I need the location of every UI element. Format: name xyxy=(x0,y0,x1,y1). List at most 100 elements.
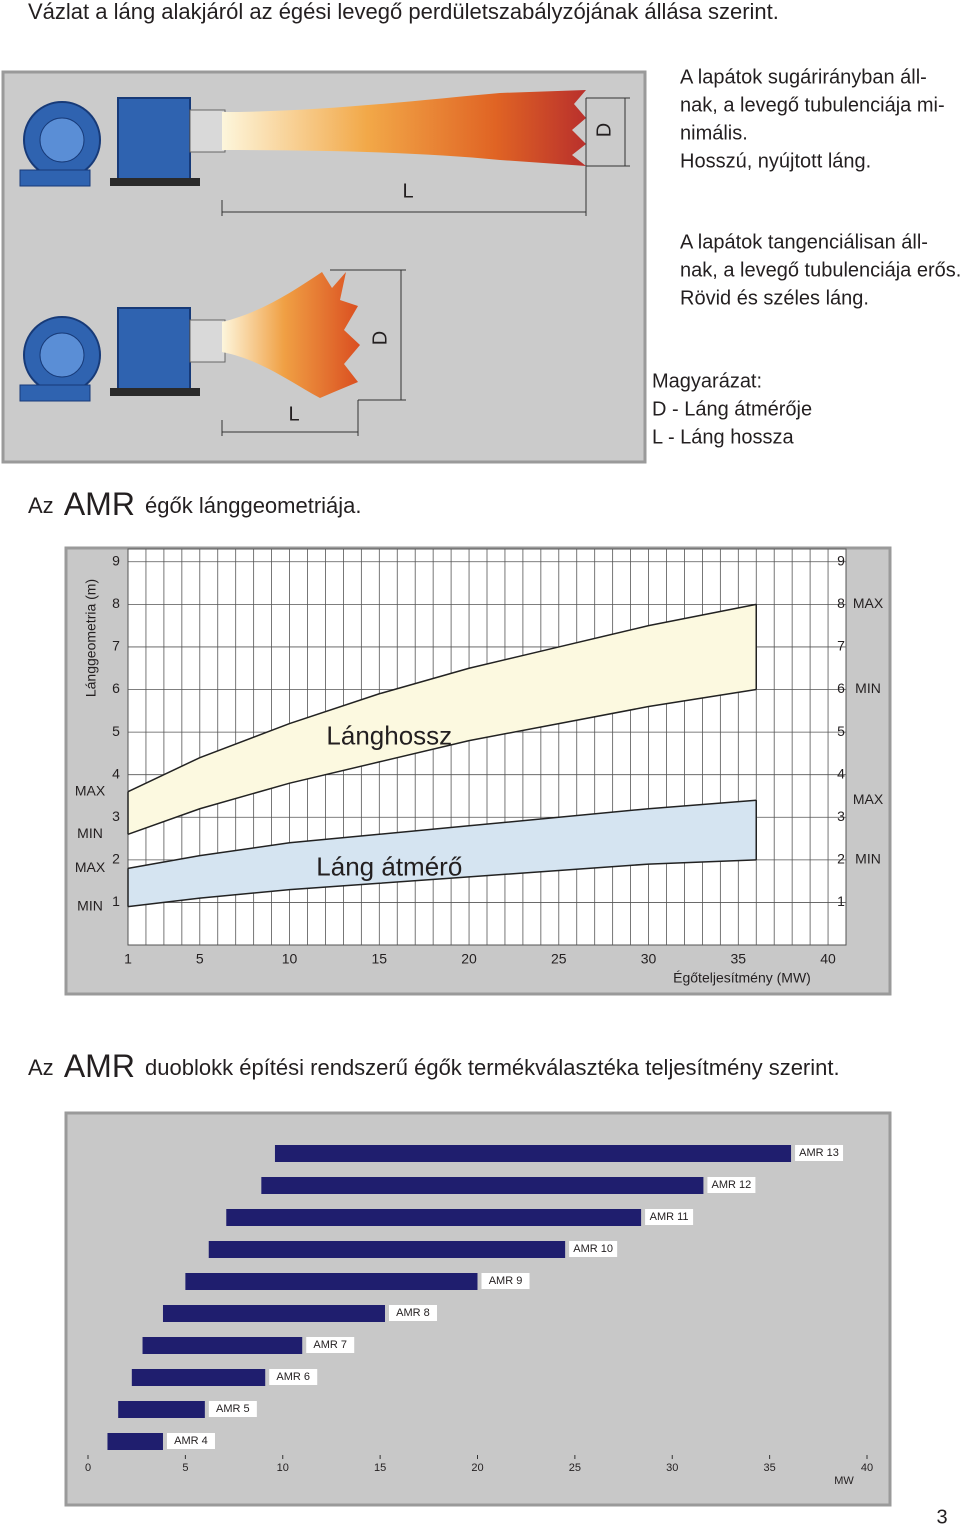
flame-geometry-chart: 1 12 23 34 45 56 67 78 89 91 5 10 15 20 25 30 35 40Égőtel… xyxy=(75,548,884,986)
bar-label-box xyxy=(569,1241,618,1257)
y-tick-label: 5 xyxy=(837,723,845,739)
page-number: 3 xyxy=(936,1506,947,1528)
y-tick-label: 8 xyxy=(112,595,120,611)
text-line: A lapátok sugárirányban áll- xyxy=(680,66,927,88)
burner-short xyxy=(19,269,406,436)
end-label: MIN xyxy=(855,680,881,696)
bar xyxy=(274,1145,792,1162)
product-range-chart: 0 5 10 15 20 25 30 35 40 MW AMR 13 AMR 12 AMR 11 AMR … xyxy=(85,1145,873,1487)
section-heading: Az AMR égők lánggeometriája. xyxy=(28,486,362,522)
x-axis-label: Égőteljesítmény (MW) xyxy=(673,970,811,986)
y-tick-label: 2 xyxy=(112,851,120,867)
x-tick-label: 40 xyxy=(861,1462,873,1474)
y-tick-label: 7 xyxy=(112,638,120,654)
bar-label-box xyxy=(166,1433,215,1449)
y-tick-label: 1 xyxy=(112,893,120,909)
band-label: Láng átmérő xyxy=(316,852,462,882)
x-tick-label: 25 xyxy=(551,951,567,967)
end-label: MIN xyxy=(855,851,881,867)
heading-brand: AMR xyxy=(64,1048,135,1084)
page-title: Vázlat a láng alakjáról az égési levegő … xyxy=(28,0,779,24)
text-line: A lapátok tangenciálisan áll- xyxy=(680,231,928,253)
y-tick-label: 1 xyxy=(837,893,845,909)
bar-label-box xyxy=(707,1177,756,1193)
y-tick-label: 4 xyxy=(112,765,120,781)
bar xyxy=(142,1337,303,1354)
y-tick-label: 5 xyxy=(112,723,120,739)
x-tick-label: 1 xyxy=(124,951,132,967)
band-fill xyxy=(128,604,757,835)
y-tick-label: 6 xyxy=(837,680,845,696)
bar-label-box xyxy=(481,1273,530,1289)
y-tick-label: 2 xyxy=(837,851,845,867)
y-axis-label: Lánggeometria (m) xyxy=(83,579,99,697)
y-tick-label: 3 xyxy=(112,808,120,824)
end-label: MAX xyxy=(75,859,106,875)
text-line: Rövid és széles láng. xyxy=(680,287,869,309)
x-tick-label: 35 xyxy=(731,951,747,967)
bar-label-box xyxy=(795,1145,844,1161)
diameter-label: D xyxy=(593,123,615,137)
bar xyxy=(118,1401,205,1418)
band-label: Lánghossz xyxy=(326,721,452,751)
band-edge xyxy=(127,859,757,908)
text-line: Magyarázat: xyxy=(652,370,762,392)
end-label: MAX xyxy=(75,782,106,798)
band-edge xyxy=(127,799,757,870)
length-label: L xyxy=(402,180,413,202)
x-tick-label: 5 xyxy=(196,951,204,967)
x-axis-label: MW xyxy=(834,1475,854,1487)
y-tick-label: 8 xyxy=(837,595,845,611)
legend-text: Magyarázat: D - Láng átmérője L - Láng hos… xyxy=(652,370,812,448)
text-line: D - Láng átmérője xyxy=(652,398,812,420)
bar-label-box xyxy=(388,1305,437,1321)
end-label: MAX xyxy=(853,791,884,807)
x-tick-label: 30 xyxy=(641,951,657,967)
x-tick-label: 20 xyxy=(471,1462,483,1474)
bar-label-box xyxy=(208,1401,257,1417)
heading-text: duoblokk építési rendszerű égők termékvá… xyxy=(145,1055,840,1080)
long-flame-text: A lapátok sugárirányban áll-nak, a leveg… xyxy=(680,66,945,172)
x-tick-label: 30 xyxy=(666,1462,678,1474)
bar xyxy=(208,1241,566,1258)
bar xyxy=(107,1433,163,1450)
y-tick-label: 7 xyxy=(837,638,845,654)
bar xyxy=(131,1369,266,1386)
x-tick-label: 15 xyxy=(374,1462,386,1474)
band-edge xyxy=(127,688,757,835)
heading-text: égők lánggeometriája. xyxy=(145,493,361,518)
short-flame-text: A lapátok tangenciálisan áll-nak, a leve… xyxy=(680,231,960,309)
x-tick-label: 5 xyxy=(182,1462,188,1474)
end-label: MIN xyxy=(77,825,103,841)
text-line: L - Láng hossza xyxy=(652,426,794,448)
bar-label: AMR 10 xyxy=(573,1243,613,1255)
bar-label: AMR 6 xyxy=(276,1371,310,1383)
x-tick-label: 15 xyxy=(372,951,388,967)
text-line: nak, a levegő tubulenciája mi- xyxy=(680,94,945,116)
length-label: L xyxy=(288,403,299,425)
bar xyxy=(226,1209,642,1226)
x-tick-label: 40 xyxy=(820,951,836,967)
bar-label: AMR 9 xyxy=(489,1275,523,1287)
band-fill xyxy=(128,800,757,907)
x-tick-label: 10 xyxy=(277,1462,289,1474)
y-tick-label: 6 xyxy=(112,680,120,696)
section-heading: Az AMR duoblokk építési rendszerű égők t… xyxy=(28,1048,840,1084)
text-line: Hosszú, nyújtott láng. xyxy=(680,150,871,172)
bar-label: AMR 4 xyxy=(174,1435,208,1447)
bar-label: AMR 8 xyxy=(396,1307,430,1319)
x-tick-label: 25 xyxy=(569,1462,581,1474)
end-label: MIN xyxy=(77,897,103,913)
bar xyxy=(162,1305,385,1322)
heading-prefix: Az xyxy=(28,1055,54,1080)
text-line: nimális. xyxy=(680,122,748,144)
end-label: MAX xyxy=(853,595,884,611)
bar xyxy=(261,1177,704,1194)
x-tick-label: 0 xyxy=(85,1462,91,1474)
heading-brand: AMR xyxy=(64,486,135,522)
x-tick-label: 20 xyxy=(461,951,477,967)
text-line: nak, a levegő tubulenciája erős. xyxy=(680,259,960,281)
band-edge xyxy=(127,603,757,793)
y-tick-label: 4 xyxy=(837,765,845,781)
